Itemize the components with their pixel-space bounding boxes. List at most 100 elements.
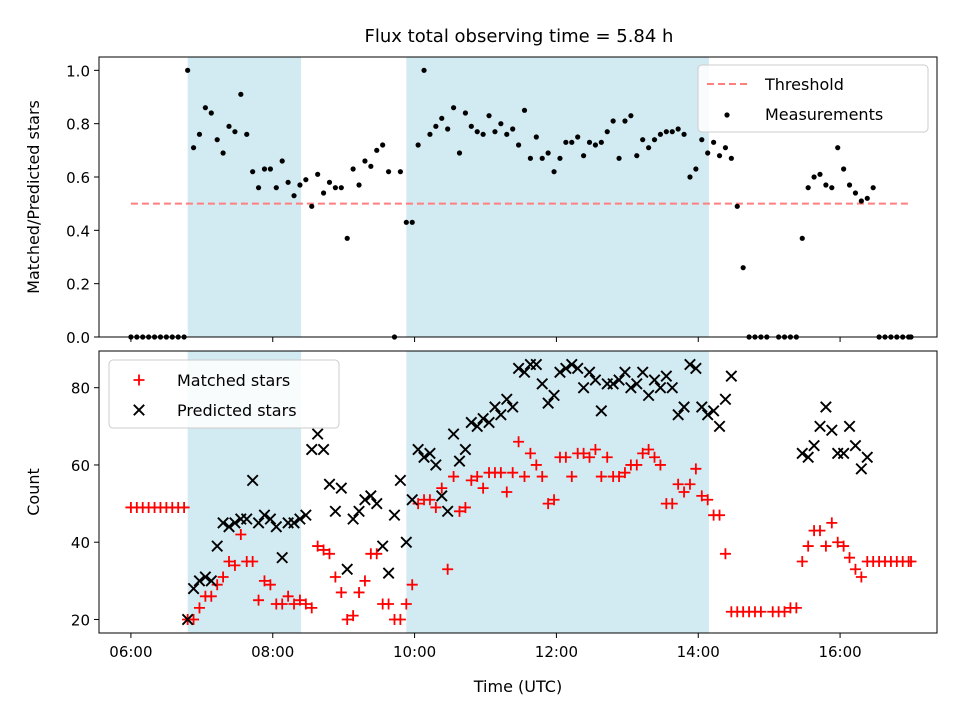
- matched-star-point: [584, 451, 596, 463]
- predicted-star-point: [181, 613, 194, 626]
- measurement-point: [705, 150, 711, 156]
- measurement-point: [551, 169, 557, 175]
- matched-star-point: [347, 610, 359, 622]
- predicted-star-point: [583, 366, 596, 379]
- predicted-star-point: [412, 443, 424, 456]
- predicted-star-point: [323, 478, 336, 491]
- y-tick-label: 20: [71, 611, 90, 629]
- predicted-star-point: [565, 358, 578, 371]
- predicted-star-point: [311, 428, 324, 440]
- matched-star-point: [702, 494, 714, 506]
- predicted-star-point: [678, 401, 690, 413]
- matched-star-point: [406, 579, 418, 591]
- measurement-point: [267, 166, 273, 172]
- predicted-star-point: [489, 401, 501, 413]
- predicted-star-point: [613, 374, 625, 386]
- predicted-star-point: [388, 509, 401, 522]
- measurement-point: [634, 153, 640, 159]
- x-tick-label: 10:00: [393, 643, 436, 661]
- predicted-star-point: [725, 370, 738, 382]
- predicted-star-point: [814, 420, 826, 433]
- measurement-point: [545, 150, 551, 156]
- matched-star-point: [542, 498, 554, 510]
- measurement-point: [297, 182, 303, 188]
- measurement-point: [675, 126, 681, 132]
- matched-star-point: [412, 498, 424, 510]
- predicted-star-point: [808, 439, 820, 452]
- predicted-star-point: [353, 505, 365, 518]
- matched-star-point: [276, 598, 288, 610]
- measurement-point: [397, 169, 403, 175]
- predicted-star-point: [837, 447, 850, 460]
- predicted-star-point: [459, 443, 472, 456]
- matched-star-point: [188, 613, 200, 625]
- measurement-point: [858, 198, 864, 204]
- x-tick-label: 16:00: [818, 643, 861, 661]
- matched-star-point: [643, 444, 655, 456]
- measurement-point: [716, 153, 723, 159]
- matched-star-point: [672, 478, 684, 490]
- measurement-point: [864, 195, 870, 201]
- predicted-star-point: [187, 582, 200, 595]
- matched-star-point: [178, 501, 190, 513]
- predicted-star-point: [435, 489, 448, 502]
- predicted-star-point: [719, 393, 732, 406]
- matched-star-point: [383, 598, 395, 610]
- matched-star-point: [294, 594, 306, 606]
- predicted-star-point: [382, 567, 395, 579]
- predicted-star-point: [619, 366, 631, 379]
- measurement-point: [580, 153, 587, 159]
- measurement-point: [403, 219, 409, 225]
- predicted-star-point: [471, 420, 484, 433]
- predicted-star-point: [424, 447, 436, 460]
- predicted-star-point: [542, 397, 555, 410]
- predicted-star-point: [477, 412, 490, 425]
- predicted-star-point: [849, 439, 862, 452]
- predicted-star-point: [441, 505, 454, 518]
- predicted-star-point: [193, 574, 206, 587]
- predicted-star-point: [571, 362, 584, 375]
- predicted-star-point: [418, 451, 430, 464]
- matched-star-point: [619, 467, 631, 479]
- matched-star-point: [601, 451, 613, 463]
- predicted-star-point: [831, 447, 844, 460]
- legend-measurements-swatch: [724, 112, 730, 118]
- measurement-point: [214, 137, 220, 143]
- matched-star-point: [235, 528, 247, 540]
- measurement-point: [515, 142, 522, 148]
- measurement-point: [326, 179, 333, 185]
- measurement-point: [711, 139, 717, 145]
- predicted-star-point: [554, 366, 566, 379]
- measurement-point: [693, 166, 699, 172]
- measurement-point: [468, 123, 474, 129]
- measurement-point: [504, 131, 510, 137]
- matched-star-point: [826, 517, 838, 529]
- matched-star-point: [217, 571, 229, 583]
- predicted-star-point: [642, 389, 655, 402]
- measurement-point: [415, 142, 421, 148]
- matched-star-point: [649, 451, 661, 463]
- measurement-point: [799, 235, 805, 241]
- matched-star-point: [802, 540, 814, 552]
- matched-star-point: [666, 498, 678, 510]
- measurement-point: [805, 185, 811, 191]
- legend-box: [697, 64, 929, 133]
- matched-star-point: [519, 471, 531, 483]
- matched-star-point: [329, 571, 341, 583]
- matched-star-point: [507, 467, 519, 479]
- matched-star-point: [631, 459, 643, 471]
- measurement-point: [486, 113, 492, 119]
- predicted-star-point: [370, 497, 383, 510]
- measurement-point: [421, 67, 427, 73]
- measurement-point: [232, 129, 238, 135]
- predicted-star-point: [607, 377, 620, 390]
- predicted-star-point: [713, 420, 726, 433]
- matched-star-point: [341, 613, 353, 625]
- measurement-point: [734, 203, 740, 209]
- legend-matched-label: Matched stars: [177, 371, 290, 390]
- measurement-point: [539, 155, 545, 161]
- matched-star-point: [471, 471, 483, 483]
- matched-star-point: [465, 474, 477, 486]
- legend: Threshold Measurements: [697, 64, 929, 133]
- measurement-point: [427, 131, 433, 137]
